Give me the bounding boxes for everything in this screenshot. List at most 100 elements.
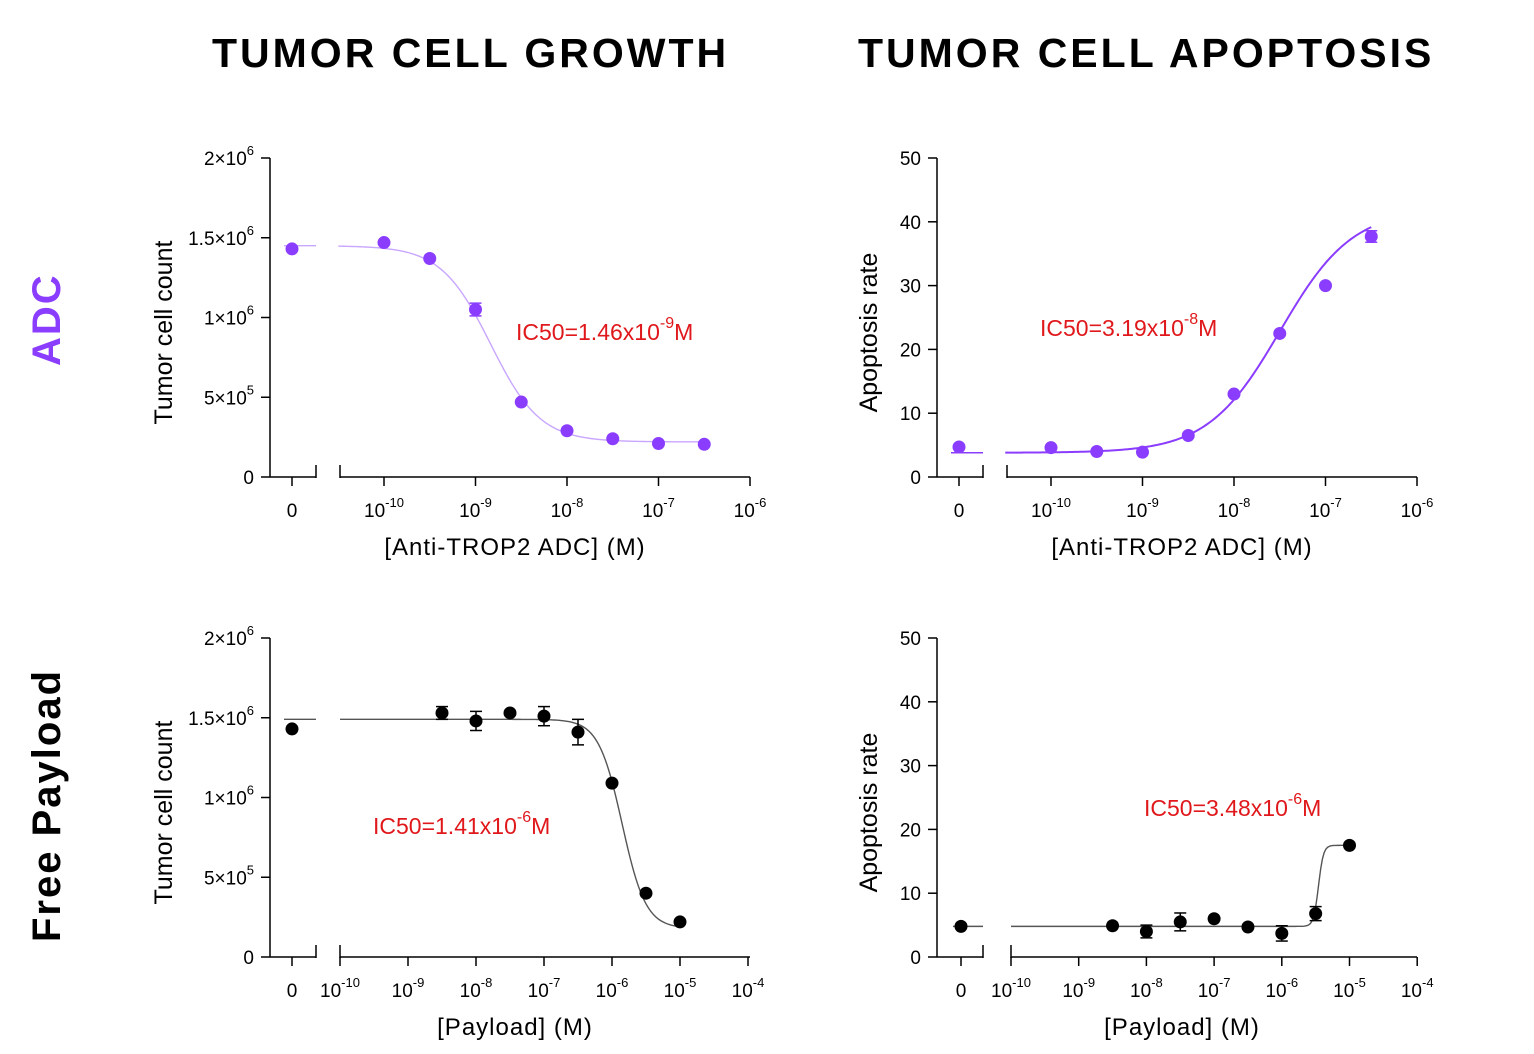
data-point-zero [285, 242, 299, 256]
x-tick-label: 10-5 [664, 975, 697, 1002]
y-tick-label: 10 [900, 404, 921, 425]
y-tick-label: 30 [900, 277, 921, 298]
y-tick-label: 2×106 [204, 143, 254, 170]
y-tick-base: 0 [243, 468, 254, 489]
x-tick-exponent: -9 [1147, 495, 1159, 510]
x-tick-label-zero: 0 [956, 981, 967, 1002]
y-axis-label: Tumor cell count [150, 721, 178, 905]
x-tick-exponent: -4 [1422, 975, 1434, 990]
ic50-unit: M [1198, 315, 1217, 341]
x-tick-label: 10-9 [1126, 495, 1159, 522]
ic50-unit: M [531, 813, 550, 839]
x-tick-base: 10 [1198, 981, 1219, 1002]
x-tick-base: 10 [991, 981, 1012, 1002]
data-point [1106, 919, 1120, 933]
y-tick-base: 0 [910, 948, 921, 969]
data-point [469, 303, 482, 317]
ic50-annotation: IC50=1.41x10-6M [373, 809, 550, 839]
y-tick-exponent: 5 [247, 382, 254, 397]
x-tick-label: 10-4 [732, 975, 765, 1002]
data-point [1309, 907, 1323, 921]
y-tick-exponent: 6 [247, 783, 254, 798]
y-tick-exponent: 6 [247, 223, 254, 238]
x-axis-label: [Payload] (M) [437, 1014, 593, 1041]
data-point [1273, 326, 1287, 340]
x-tick-base: 10 [320, 981, 341, 1002]
ic50-annotation: IC50=3.19x10-8M [1040, 311, 1217, 341]
y-tick-base: 50 [900, 629, 921, 650]
y-tick-base: 1.5×10 [188, 709, 247, 730]
data-point [537, 709, 551, 723]
ic50-unit: M [1302, 795, 1321, 821]
y-tick-base: 10 [900, 404, 921, 425]
x-tick-exponent: -9 [480, 495, 492, 510]
data-point [1173, 915, 1187, 929]
x-tick-base: 10 [596, 981, 617, 1002]
x-tick-exponent: -7 [549, 975, 561, 990]
y-tick-label: 1.5×106 [188, 703, 254, 730]
x-tick-label: 10-6 [596, 975, 629, 1002]
x-tick-base: 10 [364, 501, 385, 522]
data-point [1241, 920, 1255, 934]
x-tick-label: 10-8 [1130, 975, 1163, 1002]
y-tick-base: 30 [900, 277, 921, 298]
y-tick-base: 0 [243, 948, 254, 969]
x-tick-label: 10-10 [364, 495, 404, 522]
data-point [560, 424, 574, 438]
x-tick-label: 10-6 [734, 495, 767, 522]
ic50-annotation: IC50=1.46x10-9M [516, 315, 693, 345]
x-tick-exponent: -7 [663, 495, 675, 510]
x-tick-label: 10-9 [1062, 975, 1095, 1002]
data-point [1227, 387, 1241, 401]
data-point-zero [952, 440, 966, 454]
data-point [1207, 912, 1221, 926]
ic50-unit: M [674, 319, 693, 345]
x-tick-label: 10-7 [1198, 975, 1231, 1002]
x-axis-label: [Anti-TROP2 ADC] (M) [384, 534, 645, 561]
ic50-value: IC50=3.48x10 [1144, 795, 1288, 821]
x-tick-base: 10 [459, 501, 480, 522]
y-tick-base: 40 [900, 213, 921, 234]
data-point [1364, 229, 1378, 243]
y-tick-base: 1×10 [204, 789, 247, 810]
data-point [377, 236, 391, 250]
y-axis-label: Tumor cell count [150, 241, 178, 425]
x-tick-exponent: -10 [385, 495, 404, 510]
ic50-value: IC50=1.46x10 [516, 319, 660, 345]
y-tick-label: 40 [900, 213, 921, 234]
x-tick-base: 10 [551, 501, 572, 522]
x-tick-exponent: -10 [341, 975, 360, 990]
x-tick-exponent: -8 [1239, 495, 1251, 510]
y-tick-label: 50 [900, 629, 921, 650]
data-point [1275, 926, 1289, 940]
y-tick-exponent: 6 [247, 303, 254, 318]
data-point [652, 437, 665, 451]
x-tick-base: 10 [734, 501, 755, 522]
x-tick-label: 10-6 [1401, 495, 1434, 522]
data-point [423, 251, 437, 265]
x-tick-base: 10 [1126, 501, 1147, 522]
x-tick-label: 10-7 [528, 975, 561, 1002]
ic50-exponent: -6 [517, 809, 531, 826]
x-tick-label-zero: 0 [287, 501, 298, 522]
x-tick-label-zero: 0 [954, 501, 965, 522]
x-tick-exponent: -8 [481, 975, 493, 990]
y-tick-base: 1×10 [204, 309, 247, 330]
ic50-annotation: IC50=3.48x10-6M [1144, 791, 1321, 821]
x-tick-base: 10 [1333, 981, 1354, 1002]
x-tick-base: 10 [1031, 501, 1052, 522]
data-point [1319, 279, 1332, 293]
y-axis-label: Apoptosis rate [855, 733, 883, 893]
x-tick-label: 10-6 [1265, 975, 1298, 1002]
data-point [605, 776, 619, 790]
x-tick-exponent: -7 [1330, 495, 1342, 510]
data-point [571, 725, 585, 739]
data-point-zero [954, 919, 968, 933]
x-tick-exponent: -6 [755, 495, 767, 510]
y-tick-label: 0 [243, 468, 254, 489]
x-tick-exponent: -10 [1052, 495, 1071, 510]
x-tick-base: 10 [528, 981, 549, 1002]
